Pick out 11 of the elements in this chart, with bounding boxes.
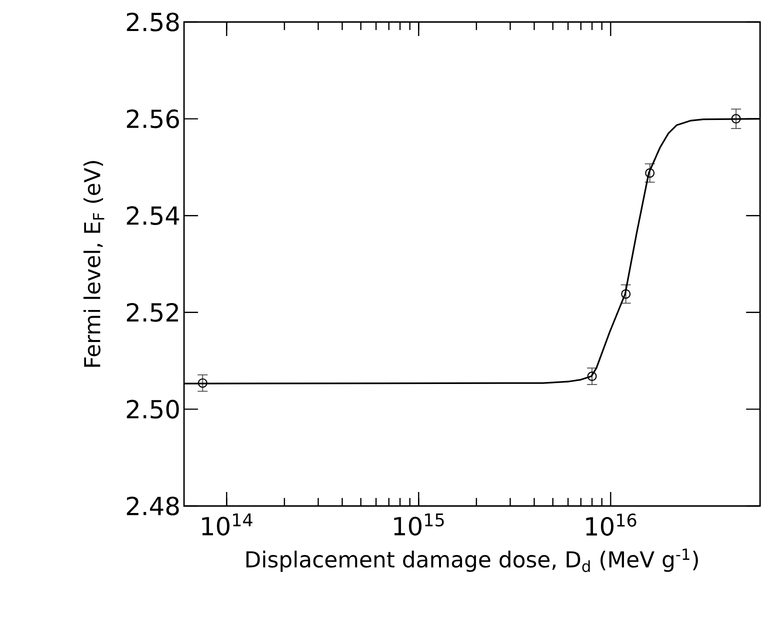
x-axis-title: Displacement damage dose, D$_{d}$ (MeV g$^{-1}$) [246,548,698,572]
y-tick-label: 2.52 [126,302,178,322]
x-tick-label: 10$^{14}$ [202,514,252,536]
x-tick-label: 10$^{15}$ [394,514,444,536]
y-tick-label: 2.56 [126,109,179,128]
y-tick-label: 2.50 [126,400,179,419]
y-axis-title: Fermi level, E$_{F}$ (eV) [83,161,104,367]
y-tick-label: 2.48 [126,496,179,516]
y-tick-label: 2.54 [126,206,180,226]
y-tick-label: 2.58 [126,12,179,32]
x-tick-label: 10$^{16}$ [586,514,636,536]
